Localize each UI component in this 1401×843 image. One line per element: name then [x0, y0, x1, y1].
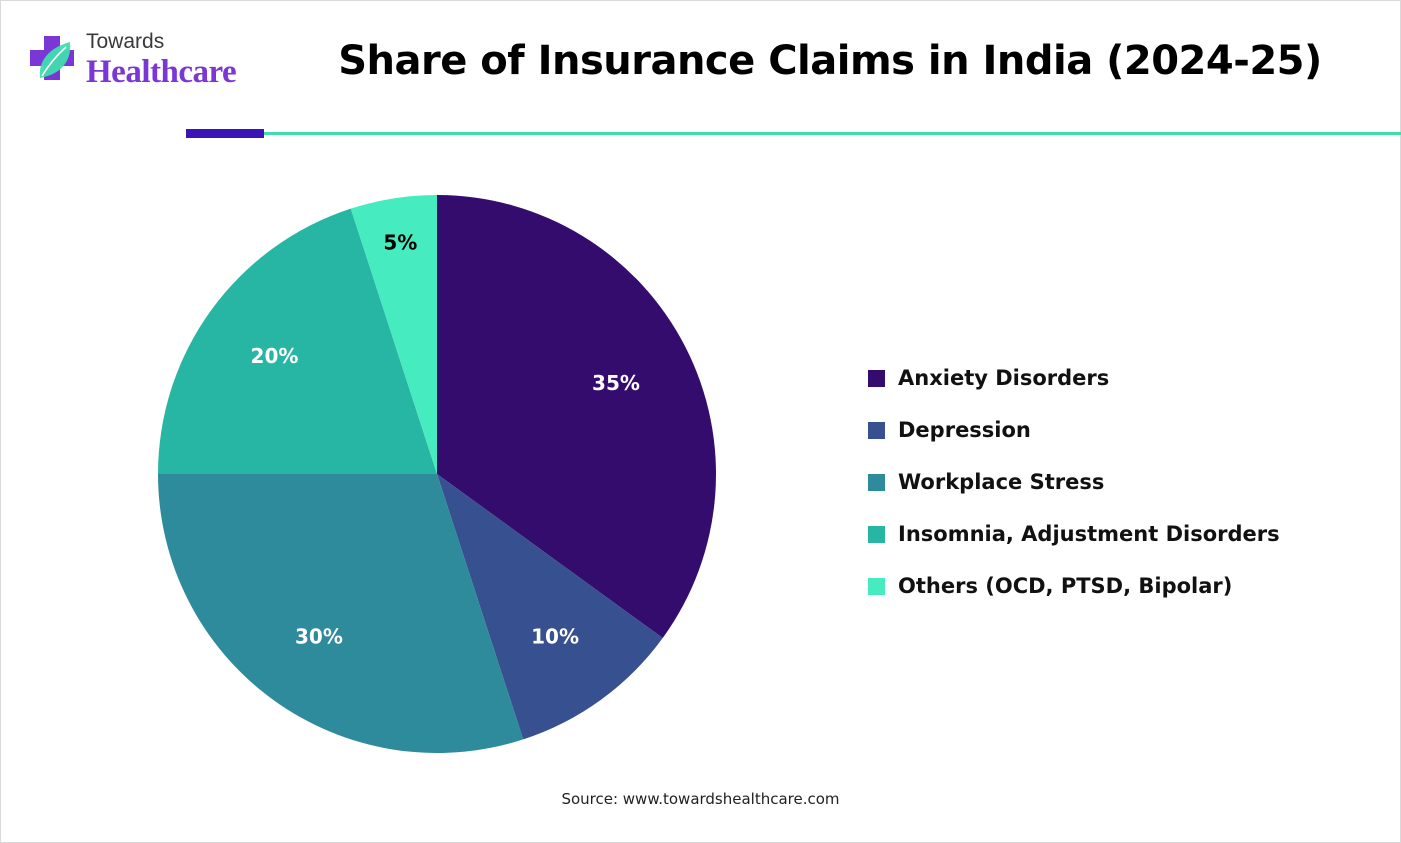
chart-legend: Anxiety Disorders Depression Workplace Str… — [868, 352, 1280, 612]
legend-label-insomnia-adjustment-disorders: Insomnia, Adjustment Disorders — [898, 522, 1280, 546]
legend-item-insomnia-adjustment-disorders: Insomnia, Adjustment Disorders — [868, 508, 1280, 560]
legend-item-workplace-stress: Workplace Stress — [868, 456, 1280, 508]
data-label-anxiety-disorders: 35% — [592, 371, 640, 395]
legend-swatch-insomnia-adjustment-disorders — [868, 525, 885, 543]
medical-cross-leaf-icon — [30, 36, 74, 80]
source-note: Source: www.towardshealthcare.com — [561, 790, 840, 808]
pie-slice-anxiety-disorders — [437, 195, 716, 638]
legend-item-anxiety-disorders: Anxiety Disorders — [868, 352, 1280, 404]
data-label-depression: 10% — [531, 625, 579, 649]
brand-name-bottom: Healthcare — [86, 54, 237, 90]
data-label-workplace-stress: 30% — [295, 625, 343, 649]
legend-item-others-ocd-ptsd-bipolar: Others (OCD, PTSD, Bipolar) — [868, 560, 1280, 612]
pie-slice-workplace-stress — [158, 474, 524, 754]
chart-title: Share of Insurance Claims in India (2024… — [338, 38, 1322, 84]
legend-swatch-depression — [868, 421, 885, 439]
legend-swatch-workplace-stress — [868, 473, 885, 491]
legend-label-others-ocd-ptsd-bipolar: Others (OCD, PTSD, Bipolar) — [898, 574, 1233, 598]
legend-label-depression: Depression — [898, 418, 1031, 442]
legend-swatch-anxiety-disorders — [868, 369, 885, 387]
legend-item-depression: Depression — [868, 404, 1280, 456]
legend-label-workplace-stress: Workplace Stress — [898, 470, 1105, 494]
data-label-others-ocd-ptsd-bipolar: 5% — [383, 231, 417, 255]
legend-label-anxiety-disorders: Anxiety Disorders — [898, 366, 1110, 390]
header-accent-bar — [186, 129, 264, 138]
pie-slice-depression — [437, 474, 663, 740]
brand-name-top: Towards — [86, 30, 165, 53]
header-divider-line — [264, 132, 1401, 135]
pie-slice-insomnia-adjustment-disorders — [158, 208, 437, 475]
brand-logo: Towards Healthcare — [26, 30, 266, 100]
data-label-insomnia-adjustment-disorders: 20% — [251, 344, 299, 368]
legend-swatch-others-ocd-ptsd-bipolar — [868, 577, 885, 595]
pie-slice-others-ocd-ptsd-bipolar — [350, 195, 437, 474]
